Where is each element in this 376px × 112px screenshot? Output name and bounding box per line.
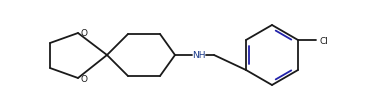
Text: O: O bbox=[80, 74, 88, 83]
Text: Cl: Cl bbox=[320, 36, 328, 45]
Text: NH: NH bbox=[192, 51, 206, 60]
Text: O: O bbox=[80, 29, 88, 38]
